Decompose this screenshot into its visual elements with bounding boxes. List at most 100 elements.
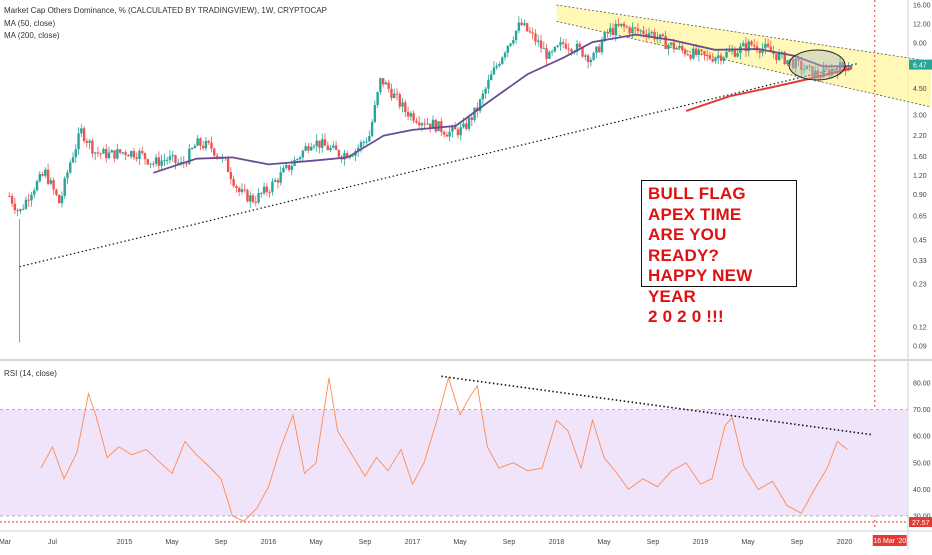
time-tick-label: May: [165, 539, 179, 546]
candle-body: [586, 55, 590, 63]
price-tick-label: 0.33: [913, 258, 927, 265]
candle-body: [675, 48, 678, 50]
candle-body: [285, 164, 288, 168]
candle-body: [772, 51, 775, 54]
annotation-line-3: ARE YOU READY?: [648, 225, 727, 265]
time-tick-label: Sep: [791, 539, 804, 546]
candle-body: [60, 195, 64, 204]
candle-body: [603, 31, 606, 42]
candle-body: [102, 148, 105, 154]
candle-body: [423, 123, 426, 125]
candle-body: [595, 46, 598, 53]
price-tick-label: 12.00: [913, 21, 931, 28]
candle-body: [708, 55, 712, 59]
candle-body: [667, 44, 670, 50]
candle-body: [235, 185, 238, 188]
candle-body: [401, 102, 404, 107]
candle-body: [99, 153, 102, 155]
candle-body: [254, 201, 257, 203]
candle-body: [273, 180, 277, 182]
rsi-tick-label: 50.00: [913, 460, 931, 467]
candle-body: [658, 34, 662, 38]
candle-body: [30, 194, 33, 201]
candle-body: [329, 147, 332, 151]
candle-body: [636, 28, 640, 32]
candle-body: [393, 93, 396, 98]
price-tick-label: 0.90: [913, 192, 927, 199]
candle-body: [719, 55, 723, 61]
candle-body: [124, 152, 127, 156]
candle-body: [229, 172, 233, 179]
candle-body: [686, 54, 689, 56]
candle-body: [16, 210, 19, 212]
candle-body: [725, 51, 728, 58]
candle-body: [711, 58, 714, 62]
annotation-line-2: APEX TIME: [648, 204, 742, 224]
candle-body: [445, 134, 449, 137]
candle-body: [93, 152, 97, 154]
candle-body: [816, 70, 820, 77]
candle-body: [121, 152, 125, 154]
candle-body: [617, 23, 620, 26]
candle-body: [434, 119, 437, 132]
candle-body: [174, 155, 177, 163]
candle-body: [462, 123, 465, 128]
candle-body: [417, 122, 421, 126]
candle-body: [409, 113, 413, 117]
candle-body: [41, 174, 44, 176]
candle-body: [77, 133, 80, 150]
candle-body: [678, 46, 681, 49]
candle-body: [376, 92, 379, 106]
candle-body: [525, 23, 529, 32]
candle-body: [282, 167, 285, 173]
candle-body: [146, 159, 149, 165]
candle-body: [129, 151, 133, 157]
candle-body: [783, 52, 786, 65]
candle-body: [473, 107, 476, 120]
rsi-last-value-label: 27.57: [912, 520, 930, 527]
candle-body: [381, 78, 385, 85]
time-tick-label: Jul: [48, 539, 57, 546]
candle-body: [395, 93, 399, 95]
candle-body: [827, 69, 831, 76]
candle-body: [661, 34, 665, 37]
candle-body: [110, 150, 113, 153]
candle-body: [262, 186, 266, 194]
candle-body: [13, 203, 17, 211]
candle-body: [105, 148, 108, 159]
candle-body: [118, 149, 122, 153]
time-tick-label: 2016: [261, 539, 277, 546]
candle-body: [141, 150, 144, 154]
candle-body: [542, 48, 545, 50]
candle-body: [185, 163, 188, 165]
candle-body: [201, 145, 205, 149]
candle-body: [498, 64, 501, 66]
candle-body: [758, 50, 761, 53]
candle-body: [844, 66, 847, 71]
candle-body: [143, 153, 147, 160]
time-tick-label: Mar: [0, 539, 12, 546]
candle-body: [82, 128, 86, 141]
candle-body: [561, 42, 565, 44]
candle-body: [672, 42, 676, 50]
candle-body: [633, 27, 637, 29]
ma50-line: [153, 33, 852, 174]
axes-layer: 16.0012.009.006.504.503.002.201.601.200.…: [0, 3, 932, 546]
time-tick-label: Sep: [215, 539, 228, 546]
candle-body: [838, 62, 842, 74]
candle-body: [564, 43, 568, 49]
date-marker-tag: [872, 535, 907, 546]
candle-body: [165, 159, 169, 161]
ma200-legend: MA (200, close): [4, 31, 60, 40]
candle-body: [728, 51, 731, 53]
candle-body: [794, 58, 797, 69]
candle-body: [406, 111, 410, 117]
candle-body: [581, 47, 584, 57]
candle-body: [315, 140, 318, 147]
candle-body: [833, 69, 836, 71]
candle-body: [135, 157, 138, 159]
candle-body: [19, 209, 22, 211]
candle-body: [592, 52, 595, 60]
candle-body: [57, 194, 61, 204]
